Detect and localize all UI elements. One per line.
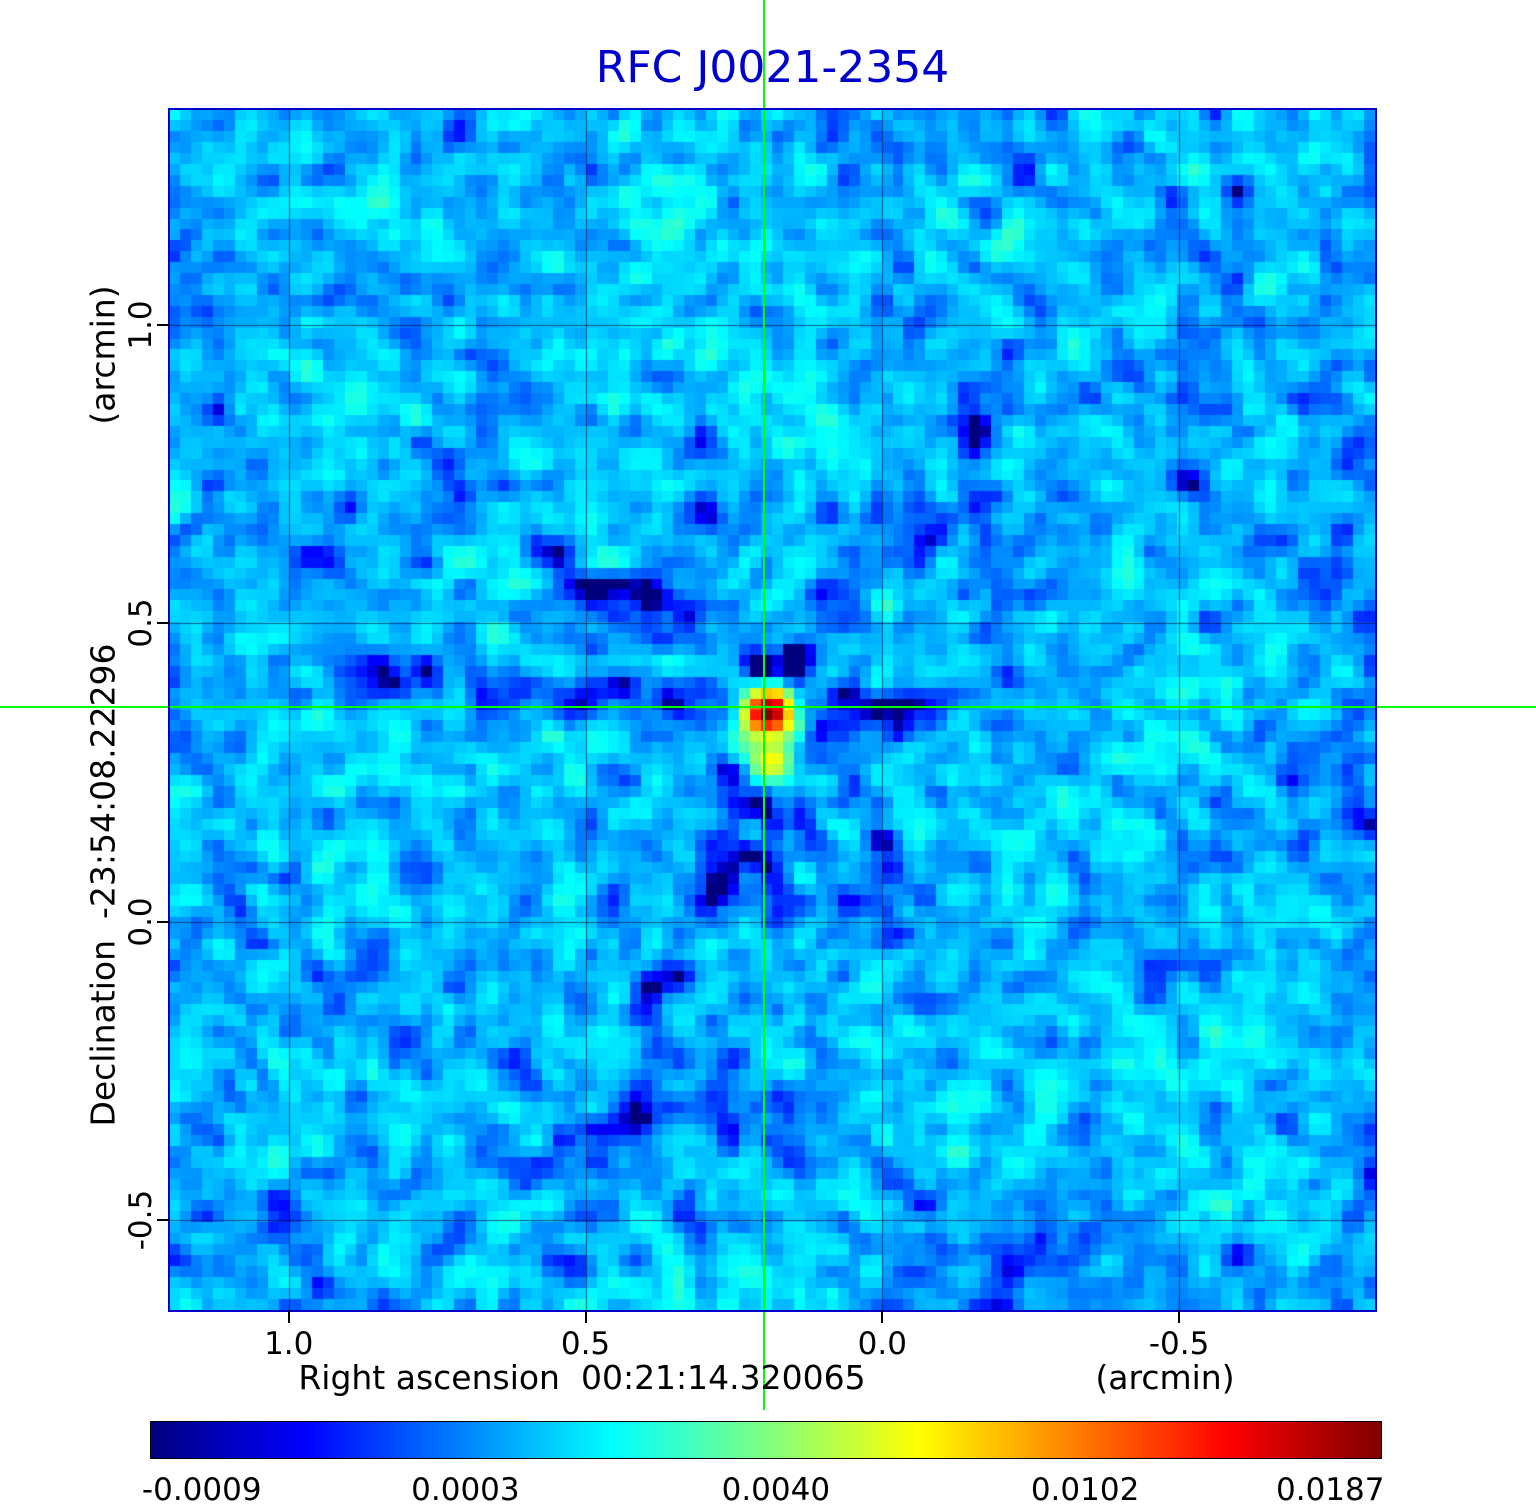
y-axis-label: Declination -23:54:08.22296 xyxy=(83,643,123,1127)
sky-map xyxy=(170,110,1375,1310)
colorbar-tick-label: 0.0003 xyxy=(411,1472,520,1508)
map-canvas xyxy=(170,110,1375,1310)
x-axis-unit-label: (arcmin) xyxy=(1095,1358,1235,1397)
colorbar-tick-label: 0.0102 xyxy=(1030,1472,1140,1508)
y-tick-mark xyxy=(157,920,170,923)
colorbar-tick-label: -0.0009 xyxy=(141,1472,262,1508)
plot-title: RFC J0021-2354 xyxy=(595,42,950,93)
y-tick-label: -0.5 xyxy=(123,1190,159,1251)
x-tick-mark xyxy=(881,1310,884,1323)
x-tick-mark xyxy=(1178,1310,1181,1323)
y-tick-label: 1.0 xyxy=(123,300,159,350)
crosshair-horizontal-line xyxy=(0,706,1536,708)
colorbar-tick-label: 0.0187 xyxy=(1276,1472,1385,1508)
x-tick-mark xyxy=(584,1310,587,1323)
x-tick-mark xyxy=(287,1310,290,1323)
y-tick-mark xyxy=(157,1219,170,1222)
crosshair-vertical-line xyxy=(762,0,765,1410)
y-tick-mark xyxy=(157,622,170,625)
x-tick-label: -0.5 xyxy=(1148,1326,1210,1362)
y-tick-label: 0.0 xyxy=(123,897,159,947)
colorbar-tick-label: 0.0040 xyxy=(721,1472,831,1508)
y-tick-mark xyxy=(157,323,170,326)
y-tick-label: 0.5 xyxy=(123,598,159,649)
x-axis-label: Right ascension 00:21:14.320065 xyxy=(298,1358,866,1397)
y-axis-unit-label: (arcmin) xyxy=(83,285,123,425)
x-tick-label: 0.5 xyxy=(560,1326,611,1362)
x-tick-label: 1.0 xyxy=(264,1326,314,1362)
x-tick-label: 0.0 xyxy=(857,1326,907,1362)
colorbar xyxy=(150,1421,1382,1459)
